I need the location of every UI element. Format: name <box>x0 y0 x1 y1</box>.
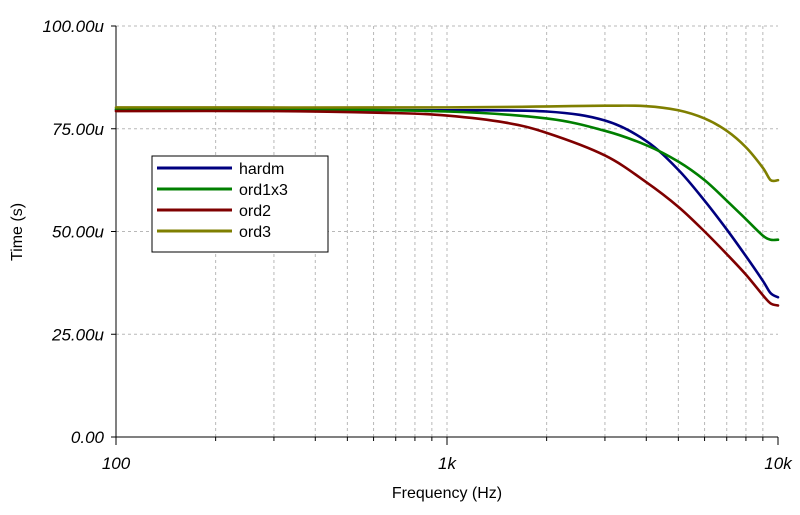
legend-label-hardm: hardm <box>239 161 284 178</box>
x-tick-label: 10k <box>764 454 793 473</box>
x-tick-label: 100 <box>102 454 131 473</box>
y-tick-label: 100.00u <box>43 17 105 36</box>
x-axis-label: Frequency (Hz) <box>392 485 502 502</box>
y-tick-label: 25.00u <box>51 325 105 344</box>
x-tick-label: 1k <box>438 454 457 473</box>
legend-label-ord2: ord2 <box>239 203 271 220</box>
series-line-ord2 <box>114 109 780 307</box>
y-tick-label: 75.00u <box>52 120 105 139</box>
axes: 0.00 25.00u 50.00u 75.00u 100.00u 100 1k 10k <box>43 17 794 473</box>
legend: hardm ord1x3 ord2 ord3 <box>151 155 329 253</box>
y-tick-label: 50.00u <box>52 223 105 242</box>
y-axis-label: Time (s) <box>9 203 26 261</box>
y-tick-label: 0.00 <box>71 428 105 447</box>
series-line-ord1x3 <box>114 107 780 242</box>
series-line-ord3 <box>114 104 780 183</box>
legend-label-ord3: ord3 <box>239 224 271 241</box>
legend-box <box>151 155 329 253</box>
series-group <box>114 104 780 307</box>
legend-label-ord1x3: ord1x3 <box>239 182 288 199</box>
